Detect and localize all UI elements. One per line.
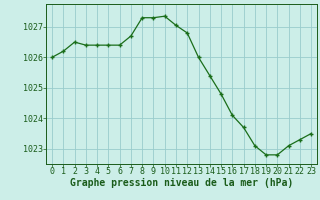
- X-axis label: Graphe pression niveau de la mer (hPa): Graphe pression niveau de la mer (hPa): [70, 178, 293, 188]
